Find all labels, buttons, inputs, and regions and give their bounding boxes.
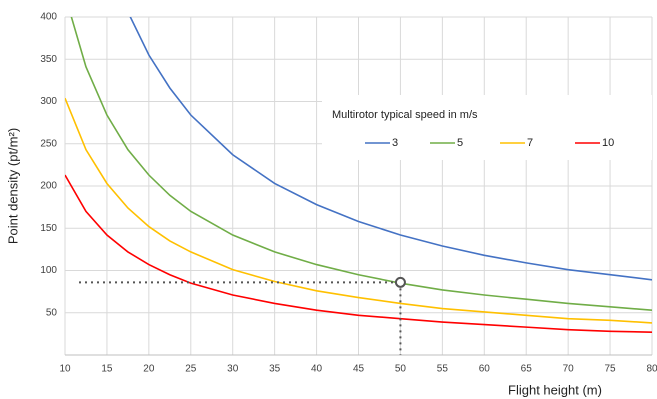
legend-label: 7	[527, 137, 533, 149]
x-tick-label: 70	[563, 364, 575, 375]
legend-label: 3	[392, 137, 398, 149]
x-tick-label: 65	[521, 364, 533, 375]
legend-box	[322, 95, 652, 160]
x-tick-label: 60	[479, 364, 491, 375]
y-tick-label: 350	[40, 54, 57, 65]
x-tick-label: 35	[269, 364, 281, 375]
x-tick-label: 45	[353, 364, 365, 375]
plot-area	[65, 17, 652, 333]
legend-label: 10	[602, 137, 614, 149]
x-axis-title: Flight height (m)	[508, 382, 602, 397]
line-series	[65, 174, 652, 333]
x-tick-label: 10	[59, 364, 71, 375]
y-tick-label: 250	[40, 138, 57, 149]
y-tick-label: 200	[40, 181, 57, 192]
line-series	[129, 17, 652, 281]
line-series	[70, 17, 652, 312]
x-tick-label: 75	[605, 364, 617, 375]
x-tick-label: 40	[311, 364, 323, 375]
legend-title: Multirotor typical speed in m/s	[332, 109, 478, 121]
legend-label: 5	[457, 137, 463, 149]
x-tick-label: 50	[395, 364, 407, 375]
y-tick-label: 100	[40, 265, 57, 276]
x-tick-label: 80	[646, 364, 657, 375]
line-series	[65, 97, 652, 324]
y-tick-label: 400	[40, 12, 57, 23]
y-tick-label: 300	[40, 96, 57, 107]
y-tick-label: 50	[46, 307, 58, 318]
x-tick-label: 25	[185, 364, 197, 375]
x-tick-label: 15	[101, 364, 113, 375]
x-tick-label: 30	[227, 364, 239, 375]
y-axis-title: Point density (pt/m²)	[5, 128, 20, 244]
x-tick-label: 20	[143, 364, 155, 375]
highlight-point	[394, 276, 406, 288]
x-tick-label: 55	[437, 364, 449, 375]
y-tick-label: 150	[40, 223, 57, 234]
